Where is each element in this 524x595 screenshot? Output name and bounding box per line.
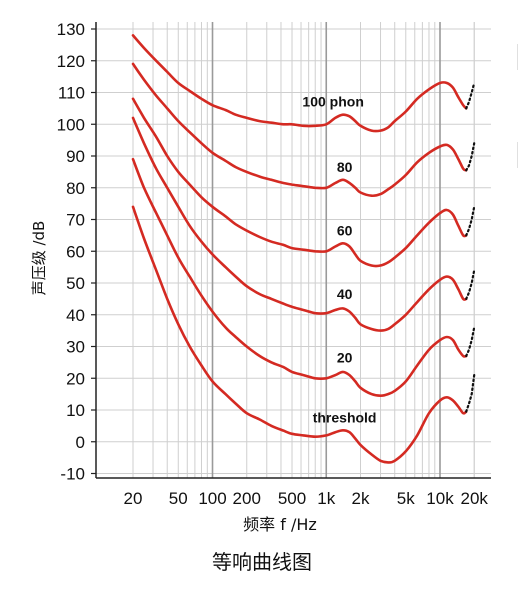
series-extension-3 xyxy=(465,205,476,237)
x-tick-label: 200 xyxy=(233,489,261,508)
y-tick-label: 110 xyxy=(58,84,85,103)
x-tick-label: 50 xyxy=(169,489,188,508)
y-tick-label: 30 xyxy=(66,338,85,357)
series-line-5 xyxy=(131,34,468,133)
chart-title: 等响曲线图 xyxy=(212,550,312,574)
x-tick-label: 20k xyxy=(461,489,489,508)
y-tick-label: 80 xyxy=(66,179,85,198)
y-tick-label: 20 xyxy=(66,369,85,388)
x-tick-labels: 20 50 100 200 500 1k 2k 5k 10k 20k xyxy=(124,489,489,508)
series-line-3 xyxy=(131,97,468,268)
series-line-1 xyxy=(131,157,468,397)
x-tick-label: 10k xyxy=(426,489,454,508)
curve-label-4: 20 xyxy=(337,349,353,365)
series-extension-2 xyxy=(465,269,476,300)
x-tick-label: 1k xyxy=(317,489,335,508)
curve-label-0: 100 phon xyxy=(302,94,363,110)
series-group xyxy=(131,34,476,464)
y-tick-label: 90 xyxy=(66,147,85,166)
curve-label-1: 80 xyxy=(337,159,353,175)
y-tick-labels: -10 0 10 20 30 40 50 60 70 80 90 100 110 120 130 xyxy=(57,20,85,484)
series-line-4 xyxy=(131,62,468,198)
curve-label-2: 60 xyxy=(337,222,353,238)
series-line-2 xyxy=(131,116,468,332)
series-line-0 xyxy=(131,205,468,464)
series-extension-1 xyxy=(465,326,476,358)
x-tick-label: 20 xyxy=(124,489,143,508)
y-axis-label: 声压级 /dB xyxy=(30,221,48,296)
y-tick-label: 10 xyxy=(66,401,85,420)
x-tick-label: 500 xyxy=(278,489,306,508)
y-tick-label: -10 xyxy=(60,465,85,484)
x-tick-label: 100 xyxy=(198,489,226,508)
y-tick-label: 0 xyxy=(76,433,85,452)
curve-label-3: 40 xyxy=(337,286,353,302)
x-tick-label: 2k xyxy=(352,489,370,508)
axes xyxy=(91,22,491,479)
y-tick-label: 60 xyxy=(66,242,85,261)
y-tick-label: 70 xyxy=(66,211,85,230)
series-extension-0 xyxy=(465,374,476,413)
y-tick-label: 40 xyxy=(66,306,85,325)
y-tick-label: 100 xyxy=(57,115,85,134)
x-axis-label: 频率 f /Hz xyxy=(243,515,317,534)
series-extension-5 xyxy=(465,81,476,110)
curve-label-5: threshold xyxy=(313,410,377,426)
y-tick-label: 130 xyxy=(57,20,85,39)
curve-labels: 100 phon 80 60 40 20 threshold xyxy=(302,94,376,426)
y-tick-label: 120 xyxy=(57,52,85,71)
edge-mark-top xyxy=(517,44,524,70)
grid xyxy=(96,22,491,478)
edge-mark-bottom xyxy=(517,142,524,168)
series-extension-4 xyxy=(465,142,476,172)
y-tick-label: 50 xyxy=(66,274,85,293)
x-tick-label: 5k xyxy=(397,489,415,508)
